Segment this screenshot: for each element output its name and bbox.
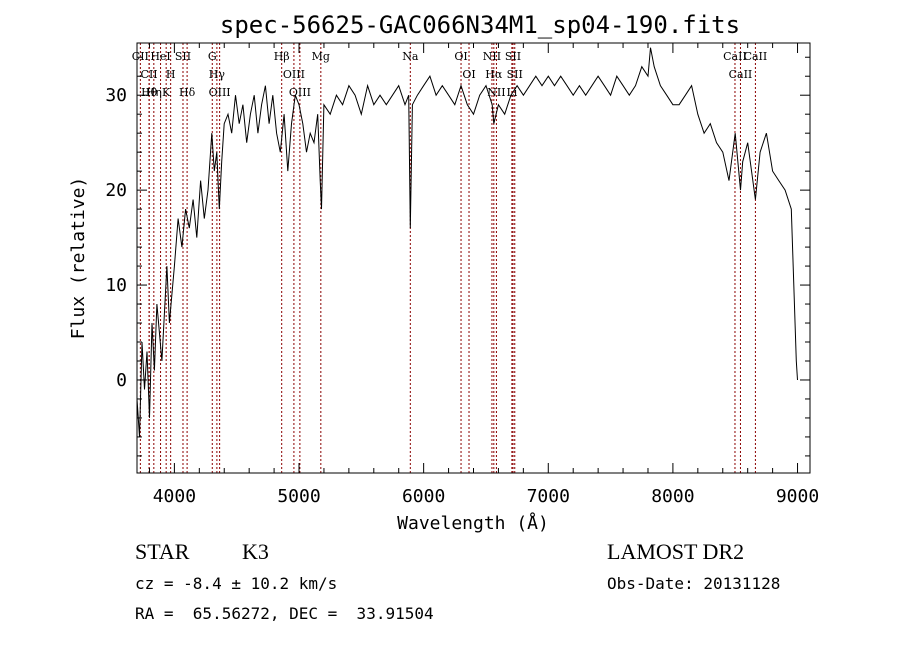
line-markers (139, 43, 756, 473)
line-label: OI (454, 50, 467, 63)
line-label: G (208, 50, 217, 63)
line-label: SII (505, 50, 521, 63)
line-label: HeI (150, 50, 170, 63)
coordinates-text: RA = 65.56272, DEC = 33.91504 (135, 604, 434, 623)
axis-ticks (137, 43, 810, 473)
line-label: OIII (209, 86, 231, 99)
y-tick-label: 20 (105, 180, 127, 201)
x-tick-label: 4000 (153, 486, 196, 507)
line-label: OIII (283, 68, 305, 81)
redshift-text: cz = -8.4 ± 10.2 km/s (135, 574, 338, 593)
x-tick-label: 8000 (651, 486, 694, 507)
y-tick-label: 0 (116, 370, 127, 391)
x-tick-label: 6000 (402, 486, 445, 507)
line-label: Mg (312, 50, 330, 63)
class-label: STAR (135, 539, 190, 564)
line-label: Hθ (141, 86, 158, 99)
chart-title: spec-56625-GAC066N34M1_sp04-190.fits (220, 11, 740, 39)
line-label: Hα (485, 68, 503, 81)
y-tick-label: 30 (105, 85, 127, 106)
obs-date-text: Obs-Date: 20131128 (607, 574, 781, 593)
line-label: Hη (146, 86, 162, 99)
x-tick-label: 5000 (277, 486, 320, 507)
line-label: NII (487, 86, 505, 99)
line-label: NII (483, 50, 501, 63)
y-tick-label: 10 (105, 275, 127, 296)
survey-label: LAMOST DR2 (607, 539, 745, 564)
line-label: Hγ (209, 68, 226, 81)
x-tick-label: 7000 (527, 486, 570, 507)
line-label: CII (132, 50, 149, 63)
line-label: CaII (744, 50, 768, 63)
line-label: SII (175, 50, 191, 63)
subclass-label: K3 (242, 539, 269, 564)
line-label: K (162, 86, 171, 99)
plot-frame (136, 42, 811, 474)
line-label: SII (507, 68, 523, 81)
x-axis-label: Wavelength (Å) (397, 512, 549, 534)
line-label: OI (462, 68, 475, 81)
line-label: CaII (729, 68, 753, 81)
x-tick-labels: 4000 5000 6000 7000 8000 9000 (153, 486, 820, 507)
series-layer (136, 47, 798, 437)
line-label: Na (402, 50, 419, 63)
line-label: Hβ (274, 50, 290, 63)
line-label: OIII (289, 86, 311, 99)
spectrum-line (136, 47, 798, 437)
line-label: CII (141, 68, 158, 81)
line-label: CaII (723, 50, 747, 63)
line-label: H (166, 68, 176, 81)
x-tick-label: 9000 (776, 486, 819, 507)
y-tick-labels: 0 10 20 30 (105, 85, 127, 391)
line-label: Hδ (179, 86, 196, 99)
y-axis-label: Flux (relative) (68, 177, 89, 340)
